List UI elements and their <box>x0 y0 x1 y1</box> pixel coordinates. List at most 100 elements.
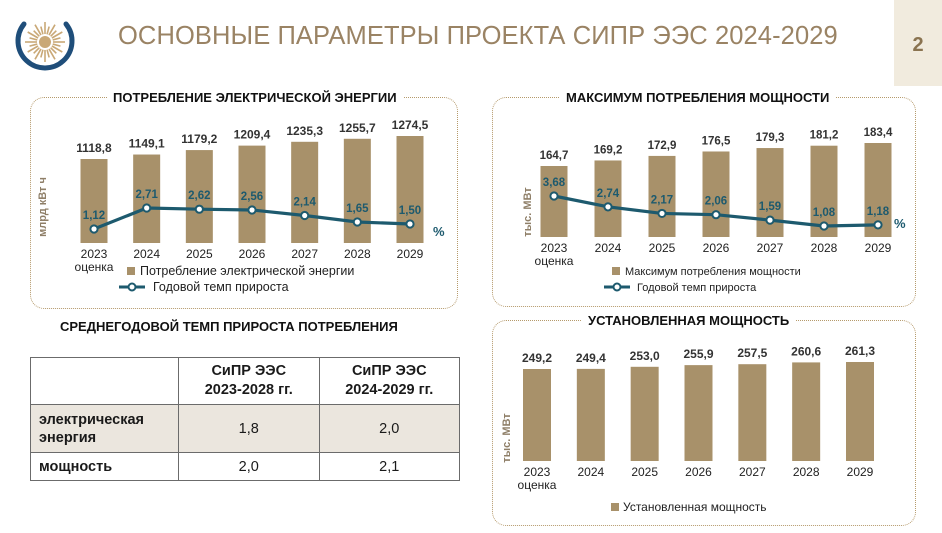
growth-rate-point <box>405 219 415 229</box>
legend-label: Установленная мощность <box>623 500 767 514</box>
bar <box>594 160 622 237</box>
x-tick-label: 2028 <box>793 465 820 479</box>
logo-ring <box>15 21 75 71</box>
page-number: 2 <box>894 0 942 86</box>
logo-ray <box>46 49 50 58</box>
bar-value-label: 260,6 <box>791 344 821 358</box>
bar-value-label: 1149,1 <box>129 137 165 151</box>
growth-rate-point <box>352 217 362 227</box>
bar-value-label: 253,0 <box>630 349 660 363</box>
bar-value-label: 1118,8 <box>76 141 112 155</box>
x-tick-sublabel: оценка <box>535 254 574 268</box>
bar <box>238 145 266 243</box>
x-tick-label: 2029 <box>397 247 424 261</box>
x-tick-label: 2024 <box>133 247 160 261</box>
bar-value-label: 261,3 <box>845 344 875 358</box>
growth-rate-point <box>89 224 99 234</box>
growth-rate-point <box>711 210 721 220</box>
growth-rate-label: 1,50 <box>399 205 421 217</box>
growth-rate-label: 2,06 <box>705 196 727 208</box>
x-tick-label: 2023 <box>524 465 551 479</box>
legend-label: Максимум потребления мощности <box>625 266 801 278</box>
x-tick-label: 2024 <box>577 465 604 479</box>
percent-unit-label: % <box>433 224 445 239</box>
logo-sun-icon <box>25 22 65 62</box>
bar-value-label: 255,9 <box>683 347 713 361</box>
column-header-line: 2023-2028 гг. <box>204 382 293 398</box>
table-header-cell: СиПР ЭЭС 2024-2029 гг. <box>318 357 460 405</box>
bar-value-label: 249,4 <box>576 351 606 365</box>
installed-capacity-title: УСТАНОВЛЕННАЯ МОЩНОСТЬ <box>582 313 796 328</box>
row-label: мощность <box>30 452 179 481</box>
x-tick-sublabel: оценка <box>75 260 114 274</box>
bar <box>630 366 659 461</box>
logo-ray <box>52 37 61 41</box>
logo-ray <box>27 45 39 53</box>
bar-value-label: 1209,4 <box>234 128 271 142</box>
column-header-line: СиПР ЭЭС <box>211 363 287 379</box>
bar <box>684 365 713 461</box>
logo-ray <box>51 45 63 53</box>
column-header-line: СиПР ЭЭС <box>351 363 427 379</box>
logo-ray <box>29 43 38 47</box>
growth-rate-point <box>300 210 310 221</box>
legend-line-marker <box>127 282 137 292</box>
bar-value-label: 179,3 <box>756 132 785 144</box>
company-logo <box>15 21 75 71</box>
logo-ray <box>27 31 39 39</box>
x-tick-label: 2029 <box>847 465 874 479</box>
bar <box>792 362 821 461</box>
legend-bar-swatch <box>612 267 620 275</box>
logo-ray <box>29 37 38 41</box>
x-tick-label: 2026 <box>703 241 730 255</box>
y-axis-label: тыс. МВт <box>522 187 534 237</box>
growth-table: СиПР ЭЭС 2023-2028 гг. СиПР ЭЭС 2024-202… <box>30 357 460 481</box>
peak-load-title: МАКСИМУМ ПОТРЕБЛЕНИЯ МОЩНОСТИ <box>560 90 836 105</box>
growth-table-title: СРЕДНЕГОДОВОЙ ТЕМП ПРИРОСТА ПОТРЕБЛЕНИЯ <box>60 319 398 334</box>
bar <box>343 138 371 243</box>
table-row: электрическая энергия 1,8 2,0 <box>30 404 460 453</box>
growth-rate-point <box>819 221 829 231</box>
bar <box>523 369 551 461</box>
table-cell: 2,1 <box>318 452 460 481</box>
bar-value-label: 176,5 <box>702 135 731 147</box>
table-header-cell: СиПР ЭЭС 2023-2028 гг. <box>178 357 320 405</box>
table-row: мощность 2,0 2,1 <box>30 452 460 481</box>
x-tick-label: 2026 <box>685 465 712 479</box>
growth-rate-label: 1,18 <box>867 206 890 218</box>
growth-rate-point <box>603 202 613 212</box>
row-label-line: электрическая <box>39 411 144 428</box>
legend-bar-swatch <box>127 267 135 275</box>
x-tick-label: 2028 <box>811 241 838 255</box>
legend-label: Потребление электрической энергии <box>140 264 354 278</box>
x-tick-label: 2027 <box>291 247 318 261</box>
growth-rate-label: 1,65 <box>346 203 369 215</box>
growth-rate-label: 3,68 <box>543 177 566 189</box>
growth-rate-point <box>549 191 559 201</box>
y-axis-label: тыс. МВт <box>501 413 513 463</box>
bar <box>133 154 161 243</box>
bar-value-label: 1235,3 <box>286 124 323 138</box>
x-tick-label: 2027 <box>757 241 784 255</box>
growth-rate-label: 2,62 <box>188 190 210 202</box>
bar <box>185 150 213 243</box>
logo-ray <box>33 47 40 54</box>
bar-value-label: 249,2 <box>522 351 552 365</box>
logo-ray <box>34 24 42 36</box>
table-cell: 1,8 <box>178 404 320 453</box>
bar-value-label: 172,9 <box>648 140 677 152</box>
bar-value-label: 1274,5 <box>392 118 429 132</box>
growth-rate-label: 1,12 <box>83 210 105 222</box>
growth-rate-point <box>765 215 775 225</box>
energy-consumption-title: ПОТРЕБЛЕНИЕ ЭЛЕКТРИЧЕСКОЙ ЭНЕРГИИ <box>107 90 403 105</box>
table-header-row: СиПР ЭЭС 2023-2028 гг. СиПР ЭЭС 2024-202… <box>30 357 460 405</box>
logo-ray <box>34 48 42 60</box>
logo-ray <box>46 26 50 35</box>
bar <box>291 141 319 243</box>
logo-ray <box>50 47 57 54</box>
growth-rate-label: 2,14 <box>293 197 316 209</box>
table-cell: 2,0 <box>318 404 460 453</box>
x-tick-label: 2025 <box>649 241 676 255</box>
